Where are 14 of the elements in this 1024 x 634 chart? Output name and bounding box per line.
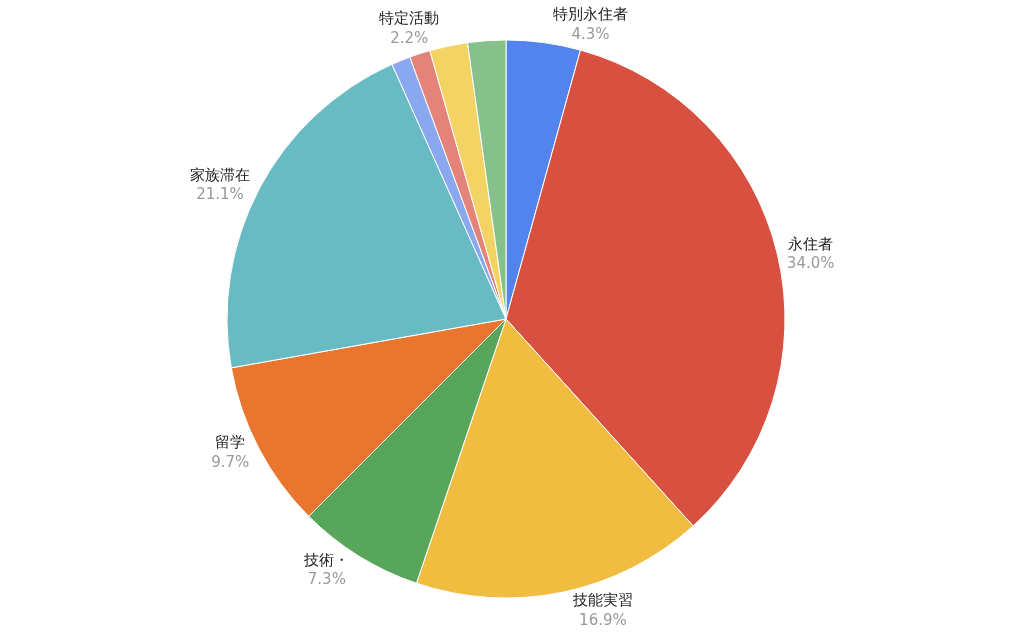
data-label: 2.2%: [390, 28, 429, 47]
data-label: 16.9%: [579, 610, 627, 629]
slice-label: 技術・: [303, 550, 350, 569]
slice-label: 留学: [215, 433, 246, 452]
data-label: 34.0%: [786, 254, 835, 273]
slice-label: 技能実習: [571, 591, 633, 610]
data-label: 7.3%: [307, 570, 346, 589]
data-label: 9.7%: [211, 452, 250, 471]
data-label: 4.3%: [571, 24, 610, 43]
slice-label: 家族滞在: [190, 165, 251, 184]
slice-label: 永住者: [788, 234, 834, 253]
slice-label: 特別永住者: [552, 5, 628, 24]
slice-label: 特定活動: [379, 9, 440, 28]
data-label: 21.1%: [196, 185, 244, 204]
